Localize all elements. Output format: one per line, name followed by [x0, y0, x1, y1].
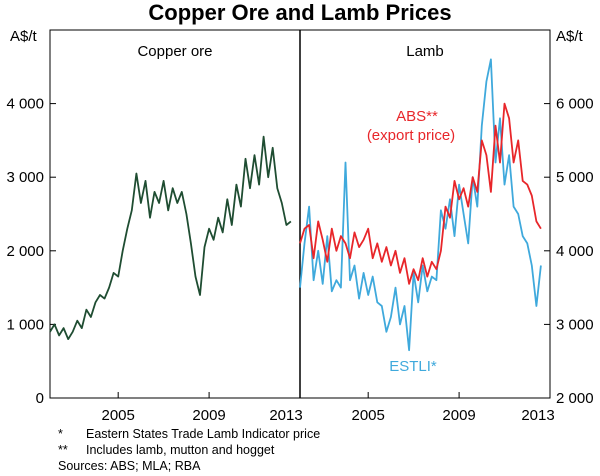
series-line-copper-ore	[49, 135, 292, 341]
right-tick-label: 3 000	[556, 316, 594, 333]
right-tick-label: 4 000	[556, 243, 594, 260]
chart-title: Copper Ore and Lamb Prices	[148, 0, 451, 25]
left-tick-label: 3 000	[6, 169, 44, 186]
panel-title-copper: Copper ore	[137, 43, 212, 60]
footnote-1-marker: *	[58, 427, 63, 441]
series-line-abs-export-price	[299, 102, 542, 285]
x-tick-label: 2005	[101, 407, 134, 424]
footnote-2-text: Includes lamb, mutton and hogget	[86, 443, 275, 457]
left-tick-label: 0	[36, 390, 44, 407]
left-unit-label: A$/t	[10, 28, 38, 45]
x-tick-label: 2009	[192, 407, 225, 424]
series-line-estli	[299, 58, 542, 352]
estli-series-label: ESTLI*	[389, 358, 437, 375]
sources-line: Sources: ABS; MLA; RBA	[58, 459, 201, 473]
abs-series-label: ABS**	[396, 108, 438, 125]
right-tick-label: 6 000	[556, 96, 594, 113]
x-tick-label: 2013	[269, 407, 302, 424]
right-unit-label: A$/t	[556, 28, 584, 45]
right-tick-label: 5 000	[556, 169, 594, 186]
right-tick-label: 2 000	[556, 390, 594, 407]
x-tick-label: 2009	[442, 407, 475, 424]
x-tick-label: 2005	[351, 407, 384, 424]
footnote-1-text: Eastern States Trade Lamb Indicator pric…	[86, 427, 320, 441]
left-tick-label: 4 000	[6, 96, 44, 113]
x-tick-label: 2013	[521, 407, 554, 424]
panel-title-lamb: Lamb	[406, 43, 444, 60]
footnote-2-marker: **	[58, 443, 68, 457]
abs-series-label: (export price)	[367, 127, 455, 144]
left-tick-label: 1 000	[6, 316, 44, 333]
left-tick-label: 2 000	[6, 243, 44, 260]
